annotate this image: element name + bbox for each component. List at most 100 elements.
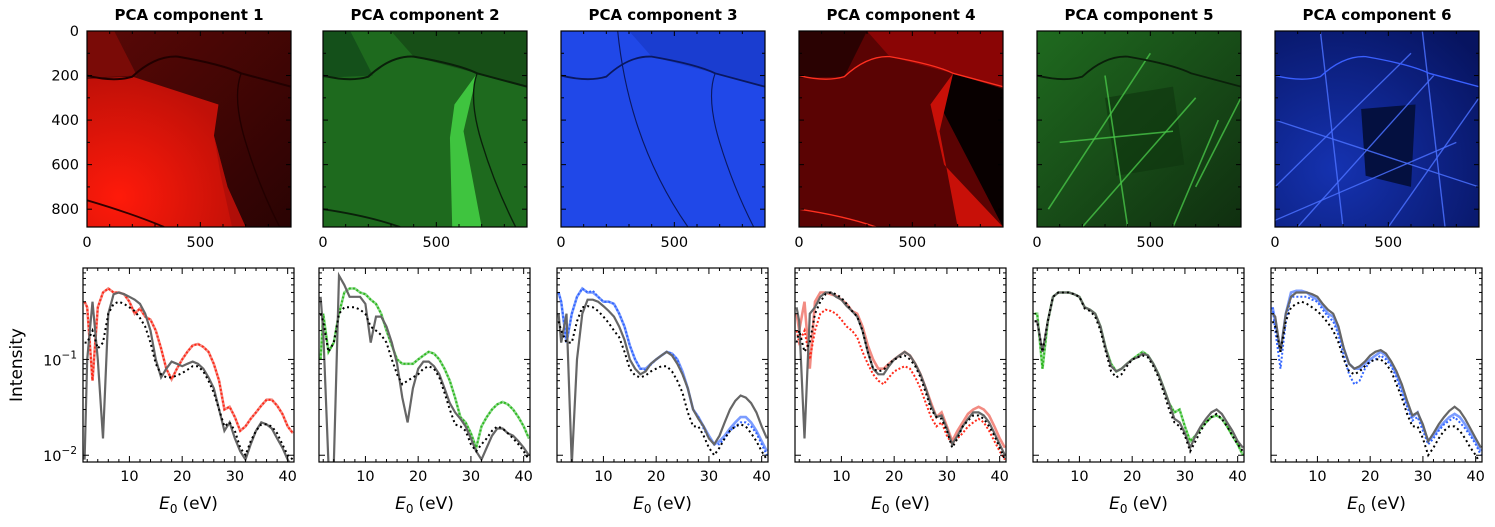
y-axis-label: Intensity <box>7 328 27 402</box>
x-tick-label: 0 <box>794 235 803 251</box>
xlabel-unit: (eV) <box>1133 494 1168 514</box>
panel-title: PCA component 1 <box>114 6 263 24</box>
x-tick-label: 10 <box>356 469 374 485</box>
y-tick-label: 400 <box>51 113 79 129</box>
x-tick-label: 30 <box>700 469 718 485</box>
tick-base: 10 <box>43 449 61 465</box>
xlabel-unit: (eV) <box>1371 494 1406 514</box>
tick-exponent: −1 <box>62 349 77 361</box>
x-tick-label: 0 <box>82 235 91 251</box>
pca-component-image <box>323 31 527 227</box>
x-tick-label: 500 <box>1374 235 1402 251</box>
y-tick-label: 600 <box>51 158 79 174</box>
x-tick-label: 10 <box>594 469 612 485</box>
black-dotted-line <box>1034 291 1244 454</box>
x-tick-label: 30 <box>226 469 244 485</box>
gray-solid-line <box>319 271 530 462</box>
x-tick-label: 40 <box>752 469 770 485</box>
component-solid-line <box>795 291 1006 449</box>
gray-solid-line <box>1271 291 1482 449</box>
x-tick-label: 30 <box>938 469 956 485</box>
xlabel-subscript: 0 <box>644 502 652 516</box>
component-dotted-line <box>1034 291 1244 456</box>
xlabel-subscript: 0 <box>1120 502 1128 516</box>
panel-title: PCA component 5 <box>1064 6 1213 24</box>
xlabel-subscript: 0 <box>406 502 414 516</box>
black-dotted-line <box>795 291 1006 461</box>
x-axis-label: E0 (eV) <box>395 494 454 516</box>
x-tick-label: 10 <box>1308 469 1326 485</box>
black-dotted-line <box>1271 300 1481 462</box>
pca-component-image <box>799 31 1003 227</box>
xlabel-symbol: E <box>159 494 170 514</box>
spectra <box>557 286 768 462</box>
gray-solid-line <box>557 298 768 462</box>
plot-frame <box>1270 267 1483 463</box>
panel-title: PCA component 4 <box>826 6 975 24</box>
xlabel-symbol: E <box>871 494 882 514</box>
pca-component-image <box>561 31 765 227</box>
y-tick-label: 800 <box>51 202 79 218</box>
x-tick-label: 30 <box>1176 469 1194 485</box>
black-dotted-line <box>84 300 294 461</box>
x-tick-label: 0 <box>318 235 327 251</box>
xlabel-unit: (eV) <box>657 494 692 514</box>
y-tick-label: 10−2 <box>43 445 77 465</box>
x-tick-label: 0 <box>556 235 565 251</box>
plot-frame <box>318 267 531 463</box>
x-tick-label: 500 <box>186 235 214 251</box>
image-frame <box>1274 30 1480 228</box>
component-solid-line <box>1034 291 1244 456</box>
x-tick-label: 20 <box>1361 469 1379 485</box>
x-axis-label: E0 (eV) <box>871 494 930 516</box>
image-frame <box>560 30 766 228</box>
pca-component-image <box>1037 31 1241 227</box>
x-tick-label: 500 <box>1136 235 1164 251</box>
x-axis-label: E0 (eV) <box>1109 494 1168 516</box>
xlabel-symbol: E <box>1109 494 1120 514</box>
x-tick-label: 30 <box>1414 469 1432 485</box>
component-dotted-line <box>319 287 530 452</box>
x-axis-label: E0 (eV) <box>633 494 692 516</box>
image-frame <box>322 30 528 228</box>
plot-frame <box>82 267 295 463</box>
x-tick-label: 500 <box>422 235 450 251</box>
tick-exponent: −2 <box>62 445 77 457</box>
gray-solid-line <box>1034 291 1244 451</box>
xlabel-symbol: E <box>1347 494 1358 514</box>
y-tick-label: 10−1 <box>43 349 77 369</box>
image-frame <box>86 30 292 228</box>
x-tick-label: 0 <box>1270 235 1279 251</box>
panel-title: PCA component 6 <box>1302 6 1451 24</box>
panel-title: PCA component 3 <box>588 6 737 24</box>
x-tick-label: 20 <box>647 469 665 485</box>
x-tick-label: 500 <box>898 235 926 251</box>
spectra <box>83 286 294 462</box>
component-dotted-line <box>83 287 294 434</box>
xlabel-unit: (eV) <box>895 494 930 514</box>
xlabel-subscript: 0 <box>1358 502 1366 516</box>
x-tick-label: 10 <box>120 469 138 485</box>
x-tick-label: 30 <box>462 469 480 485</box>
x-tick-label: 500 <box>660 235 688 251</box>
xlabel-symbol: E <box>633 494 644 514</box>
component-solid-line <box>319 287 530 453</box>
component-dotted-line <box>1271 295 1482 456</box>
component-solid-line <box>83 286 294 434</box>
x-tick-label: 20 <box>409 469 427 485</box>
x-tick-label: 20 <box>173 469 191 485</box>
plot-frame <box>1032 267 1245 463</box>
component-dotted-line <box>557 287 768 456</box>
x-tick-label: 40 <box>990 469 1008 485</box>
x-tick-label: 40 <box>514 469 532 485</box>
x-tick-label: 20 <box>1123 469 1141 485</box>
component-dotted-line <box>795 308 1006 461</box>
black-dotted-line <box>557 305 768 461</box>
xlabel-unit: (eV) <box>183 494 218 514</box>
image-frame <box>798 30 1004 228</box>
